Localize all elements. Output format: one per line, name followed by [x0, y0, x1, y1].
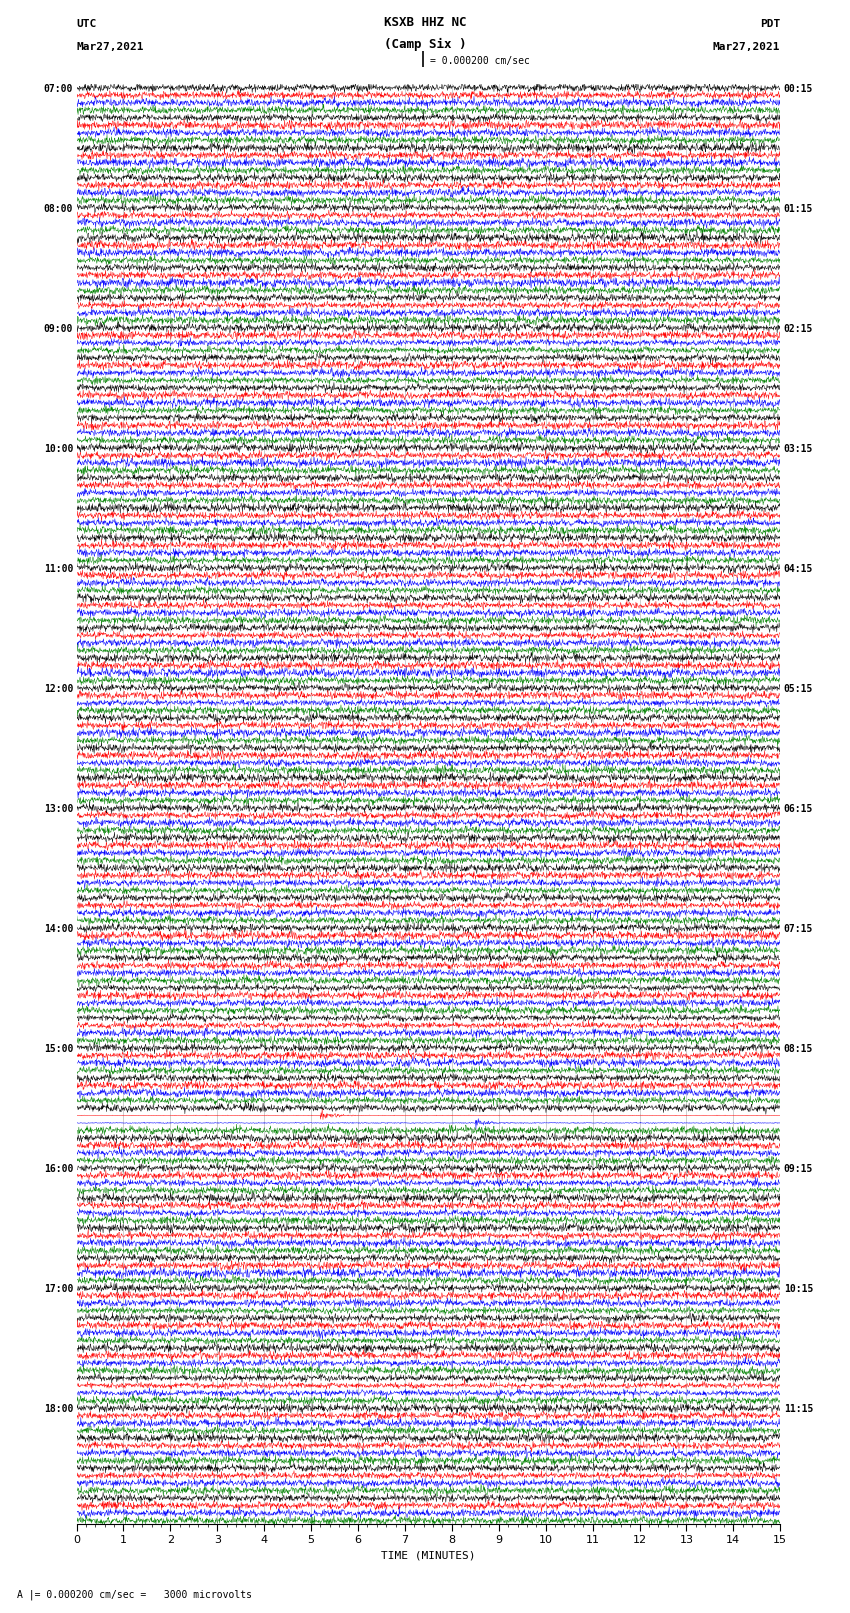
Text: 02:15: 02:15: [784, 324, 813, 334]
Text: UTC: UTC: [76, 19, 97, 29]
Text: 01:15: 01:15: [784, 203, 813, 215]
Text: 08:15: 08:15: [784, 1044, 813, 1055]
Text: PDT: PDT: [760, 19, 780, 29]
Text: Mar27,2021: Mar27,2021: [713, 42, 780, 52]
Text: 18:00: 18:00: [43, 1405, 73, 1415]
Text: 10:00: 10:00: [43, 444, 73, 453]
Text: Mar27,2021: Mar27,2021: [76, 42, 144, 52]
Text: 13:00: 13:00: [43, 805, 73, 815]
Text: 11:00: 11:00: [43, 565, 73, 574]
Text: 14:00: 14:00: [43, 924, 73, 934]
Text: 07:15: 07:15: [784, 924, 813, 934]
X-axis label: TIME (MINUTES): TIME (MINUTES): [381, 1552, 476, 1561]
Text: 00:15: 00:15: [784, 84, 813, 94]
Text: 11:15: 11:15: [784, 1405, 813, 1415]
Text: 16:00: 16:00: [43, 1165, 73, 1174]
Text: 08:00: 08:00: [43, 203, 73, 215]
Text: 12:00: 12:00: [43, 684, 73, 694]
Text: 04:15: 04:15: [784, 565, 813, 574]
Text: 15:00: 15:00: [43, 1044, 73, 1055]
Text: 03:15: 03:15: [784, 444, 813, 453]
Text: 09:15: 09:15: [784, 1165, 813, 1174]
Text: 05:15: 05:15: [784, 684, 813, 694]
Text: 07:00: 07:00: [43, 84, 73, 94]
Text: A |= 0.000200 cm/sec =   3000 microvolts: A |= 0.000200 cm/sec = 3000 microvolts: [17, 1589, 252, 1600]
Text: (Camp Six ): (Camp Six ): [383, 39, 467, 52]
Text: KSXB HHZ NC: KSXB HHZ NC: [383, 16, 467, 29]
Text: 10:15: 10:15: [784, 1284, 813, 1294]
Text: 17:00: 17:00: [43, 1284, 73, 1294]
Text: 06:15: 06:15: [784, 805, 813, 815]
Text: = 0.000200 cm/sec: = 0.000200 cm/sec: [430, 56, 530, 66]
Text: 09:00: 09:00: [43, 324, 73, 334]
